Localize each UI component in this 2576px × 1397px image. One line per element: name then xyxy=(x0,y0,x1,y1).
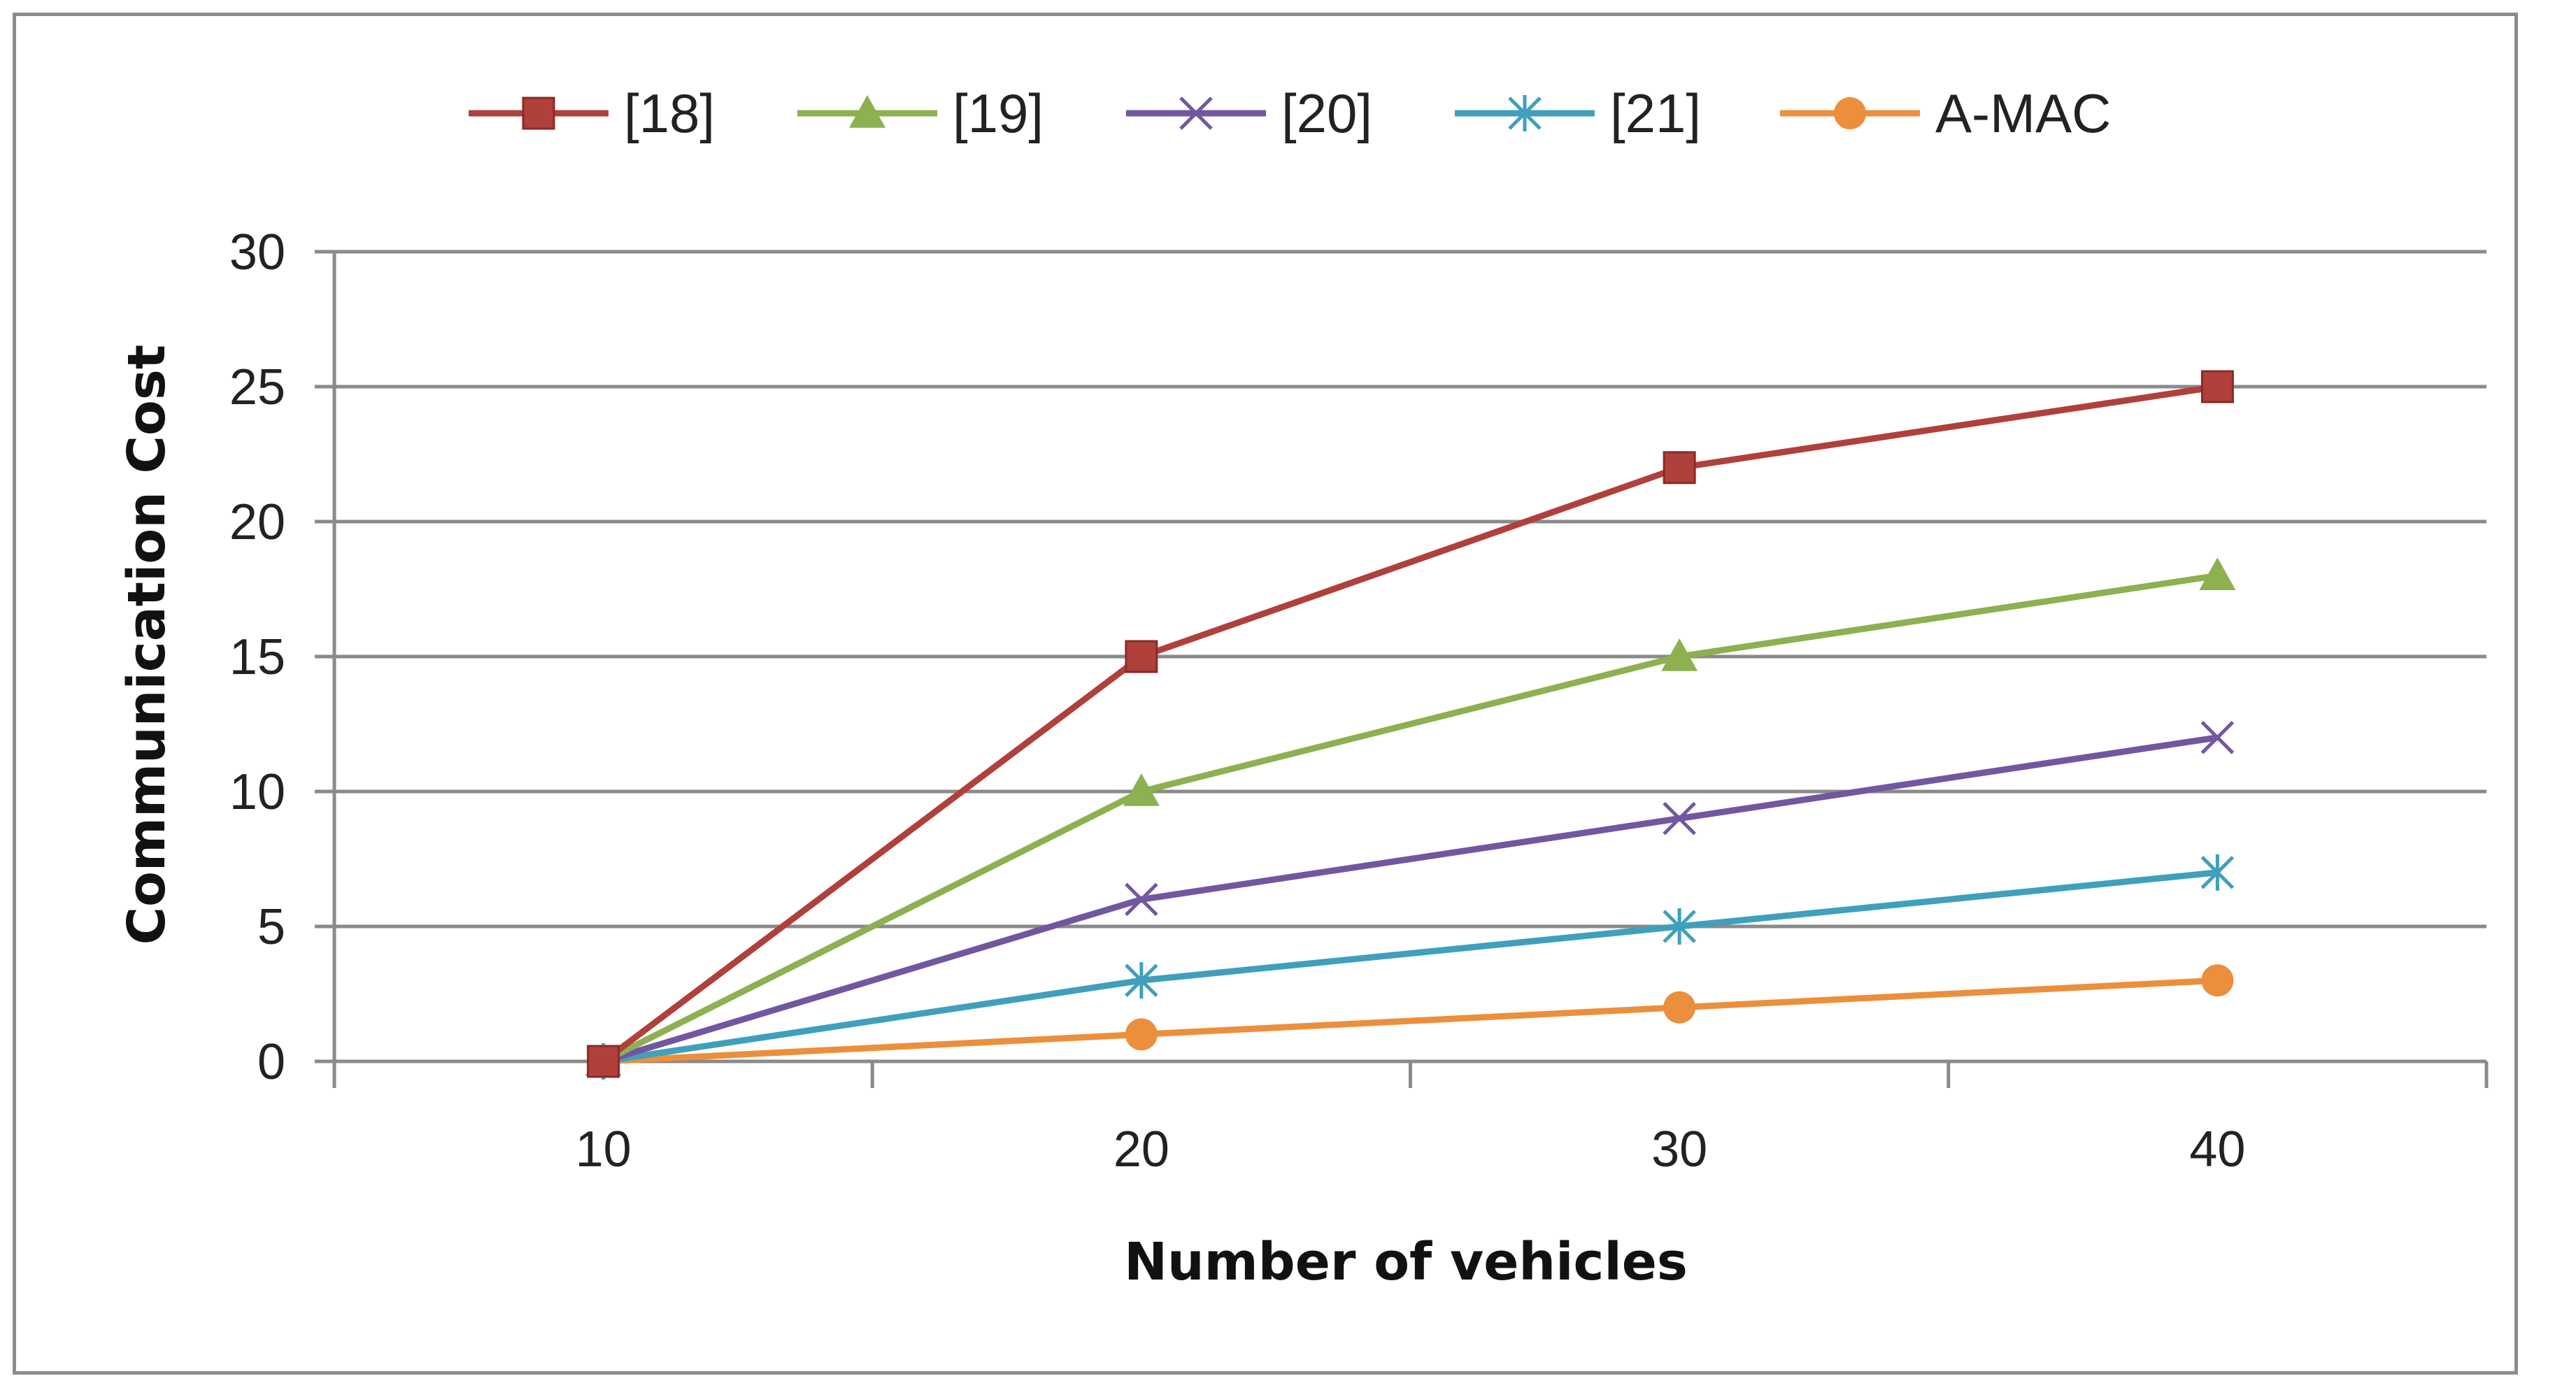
legend-marker-18 xyxy=(522,96,555,130)
point-20-30 xyxy=(1663,801,1696,836)
legend-marker-amac xyxy=(1834,97,1866,129)
point-19-20 xyxy=(1123,773,1160,806)
point-19-30 xyxy=(1661,638,1698,671)
x-tick-label: 10 xyxy=(576,1122,632,1177)
marker-x-stroke xyxy=(1663,801,1696,836)
legend-label-21: [21] xyxy=(1610,83,1701,144)
legend-label-amac: A-MAC xyxy=(1935,83,2111,144)
point-18-40 xyxy=(2200,370,2234,403)
point-18-20 xyxy=(1125,640,1158,673)
point-18-10 xyxy=(587,1045,620,1078)
series-line-21 xyxy=(602,869,2218,1065)
point-20-20 xyxy=(1125,882,1158,917)
point-19-40 xyxy=(2199,557,2236,590)
series-line-amac xyxy=(603,977,2218,1065)
y-tick-label: 5 xyxy=(257,899,285,955)
series-lines xyxy=(585,370,2236,1080)
legend-item-19: [19] xyxy=(797,83,1044,144)
legend-marker-21 xyxy=(1508,95,1542,131)
series-line-20 xyxy=(602,734,2219,1065)
series-line-19 xyxy=(602,572,2219,1065)
legend-label-20: [20] xyxy=(1281,83,1372,144)
legend: [18] [19] [20] [21] A-MAC xyxy=(469,83,2111,144)
y-tick-label: 0 xyxy=(257,1034,285,1090)
legend-item-amac: A-MAC xyxy=(1780,83,2111,144)
legend-item-20: [20] xyxy=(1126,83,1372,144)
legend-label-19: [19] xyxy=(953,83,1044,144)
y-tick-label: 20 xyxy=(229,494,285,550)
marker-x-stroke xyxy=(1125,882,1158,917)
chart-frame xyxy=(13,13,2518,1375)
y-tick-label: 10 xyxy=(229,764,285,820)
gridlines xyxy=(334,250,2486,929)
point-18-30 xyxy=(1663,451,1696,485)
point-21-40 xyxy=(2200,854,2235,891)
marker-x-stroke xyxy=(1179,96,1213,130)
y-axis-title: Communication Cost xyxy=(117,345,177,945)
legend-marker-19 xyxy=(849,95,885,128)
point-amac-40 xyxy=(2201,964,2234,997)
point-21-20 xyxy=(1125,962,1158,999)
legend-item-21: [21] xyxy=(1455,83,1701,144)
series-19 xyxy=(585,557,2236,1076)
x-tick-label: 40 xyxy=(2189,1122,2245,1177)
point-20-40 xyxy=(2200,721,2235,754)
legend-item-18: [18] xyxy=(469,83,715,144)
y-tick-label: 15 xyxy=(229,629,285,685)
x-axis-title: Number of vehicles xyxy=(1124,1232,1688,1292)
axes: 0 5 10 15 20 25 30 10 20 30 40 xyxy=(229,224,2489,1177)
point-amac-20 xyxy=(1125,1018,1158,1051)
legend-marker-20 xyxy=(1179,96,1213,130)
legend-label-18: [18] xyxy=(624,83,715,144)
marker-x-stroke xyxy=(2200,721,2235,754)
y-tick-label: 30 xyxy=(229,224,285,280)
point-21-30 xyxy=(1663,908,1696,945)
x-tick-label: 20 xyxy=(1113,1122,1169,1177)
y-tick-label: 25 xyxy=(229,359,285,415)
series-line-18 xyxy=(601,383,2219,1064)
x-tick-label: 30 xyxy=(1651,1122,1707,1177)
series-18 xyxy=(587,370,2234,1078)
point-amac-30 xyxy=(1663,991,1696,1024)
